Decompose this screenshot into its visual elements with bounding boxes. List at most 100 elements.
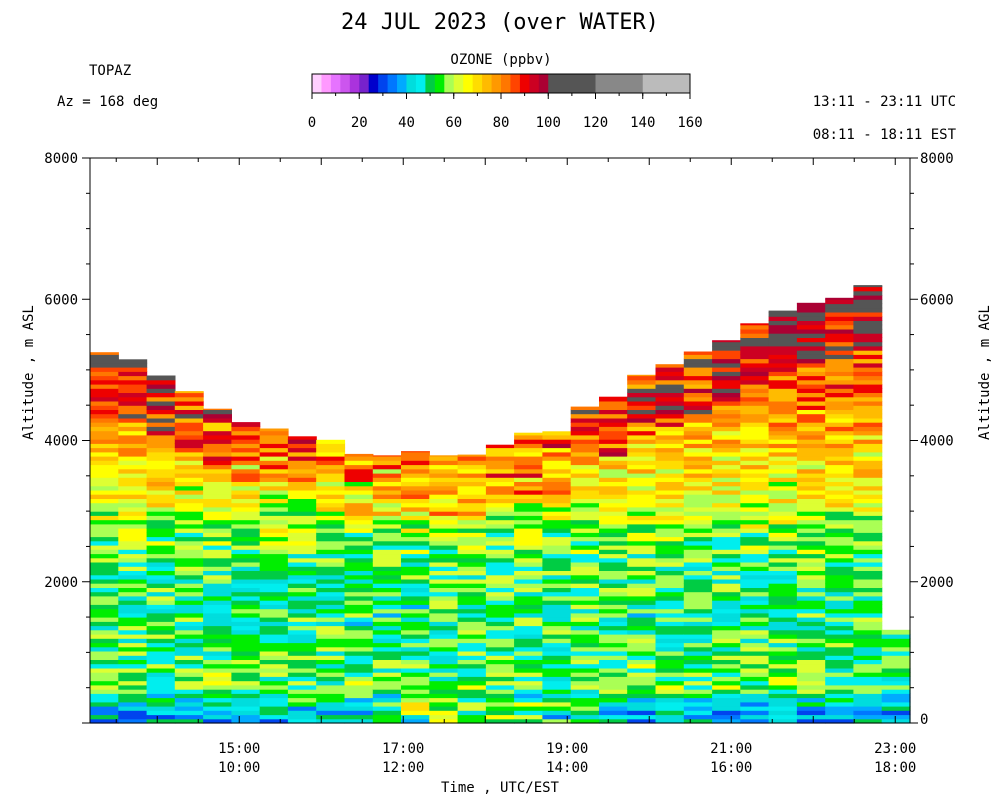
ozone-cell	[768, 519, 798, 525]
ozone-cell	[542, 502, 572, 508]
ozone-cell	[881, 672, 911, 677]
ozone-cell	[796, 570, 826, 576]
ozone-cell	[881, 680, 911, 686]
ozone-cell	[825, 545, 855, 550]
ozone-cell	[683, 710, 713, 716]
ozone-cell	[796, 587, 826, 593]
ozone-cell	[655, 625, 685, 631]
ozone-cell	[599, 540, 628, 546]
ozone-cell	[118, 519, 148, 525]
ozone-cell	[683, 362, 713, 368]
ozone-cell	[372, 477, 402, 482]
ozone-cell	[231, 617, 261, 622]
ozone-cell	[740, 642, 770, 648]
ozone-cell	[825, 672, 855, 677]
ozone-cell	[768, 443, 798, 449]
ozone-cell	[401, 494, 430, 499]
ozone-cell	[712, 545, 741, 550]
ozone-cell	[542, 672, 572, 677]
ozone-cell	[372, 701, 402, 707]
ozone-cell	[401, 617, 430, 622]
ozone-cell	[683, 574, 713, 580]
ozone-cell	[118, 481, 148, 487]
ozone-cell	[146, 553, 176, 559]
ozone-cell	[796, 697, 826, 703]
ozone-cell	[683, 351, 713, 355]
ozone-cell	[796, 362, 826, 368]
ozone-cell	[712, 341, 741, 347]
ozone-cell	[174, 629, 204, 635]
ozone-cell	[853, 536, 883, 542]
ozone-cell	[542, 557, 572, 563]
ozone-cell	[740, 663, 770, 669]
ozone-cell	[712, 417, 741, 423]
ozone-cell	[203, 553, 232, 559]
ozone-cell	[853, 502, 883, 508]
ozone-cell	[174, 680, 204, 686]
ozone-cell	[853, 714, 883, 720]
ozone-cell	[796, 659, 826, 665]
ozone-cell	[231, 608, 261, 614]
ozone-cell	[118, 642, 148, 648]
ozone-cell	[796, 413, 826, 419]
ozone-cell	[259, 428, 289, 432]
ozone-cell	[683, 413, 713, 419]
ozone-cell	[118, 638, 148, 644]
ozone-cell	[344, 511, 374, 516]
ozone-cell	[853, 426, 883, 432]
ozone-cell	[740, 494, 770, 499]
ozone-cell	[344, 506, 374, 512]
ozone-cell	[740, 595, 770, 601]
ozone-cell	[683, 456, 713, 461]
ozone-cell	[429, 515, 459, 521]
ozone-cell	[570, 553, 600, 559]
ozone-cell	[712, 693, 741, 699]
ozone-cell	[118, 434, 148, 440]
ozone-cell	[712, 489, 741, 495]
ozone-cell	[203, 578, 232, 584]
ozone-cell	[853, 570, 883, 576]
x-tick-label-utc: 17:00	[382, 741, 424, 757]
ozone-cell	[457, 689, 487, 694]
ozone-cell	[203, 477, 232, 482]
ozone-cell	[796, 464, 826, 470]
ozone-cell	[683, 583, 713, 588]
ozone-cell	[768, 345, 798, 351]
ozone-cell	[655, 426, 685, 432]
ozone-cell	[231, 523, 261, 529]
ozone-cell	[457, 667, 487, 673]
ozone-cell	[740, 612, 770, 618]
ozone-cell	[316, 506, 346, 512]
colorbar-swatch	[321, 74, 332, 93]
ozone-cell	[825, 680, 855, 686]
ozone-cells	[90, 285, 911, 724]
ozone-cell	[287, 701, 317, 707]
ozone-cell	[627, 710, 657, 716]
ozone-cell	[599, 659, 628, 665]
ozone-cell	[542, 464, 572, 470]
ozone-cell	[825, 578, 855, 584]
ozone-cell	[825, 714, 855, 720]
ozone-cell	[287, 714, 317, 720]
ozone-cell	[401, 566, 430, 571]
ozone-cell	[287, 456, 317, 461]
ozone-cell	[231, 714, 261, 720]
ozone-cell	[796, 528, 826, 533]
ozone-cell	[287, 676, 317, 682]
y-tick-label-right: 0	[920, 712, 928, 728]
ozone-cell	[146, 545, 176, 550]
ozone-cell	[90, 523, 119, 529]
ozone-cell	[825, 697, 855, 703]
ozone-cell	[146, 684, 176, 690]
ozone-cell	[655, 553, 685, 559]
ozone-cell	[372, 608, 402, 614]
ozone-cell	[683, 515, 713, 521]
ozone-cell	[796, 617, 826, 622]
ozone-cell	[259, 667, 289, 673]
ozone-cell	[514, 434, 543, 440]
ozone-cell	[231, 612, 261, 618]
ozone-cell	[174, 718, 204, 724]
ozone-cell	[203, 481, 232, 487]
ozone-cell	[457, 511, 487, 516]
ozone-cell	[627, 417, 657, 423]
